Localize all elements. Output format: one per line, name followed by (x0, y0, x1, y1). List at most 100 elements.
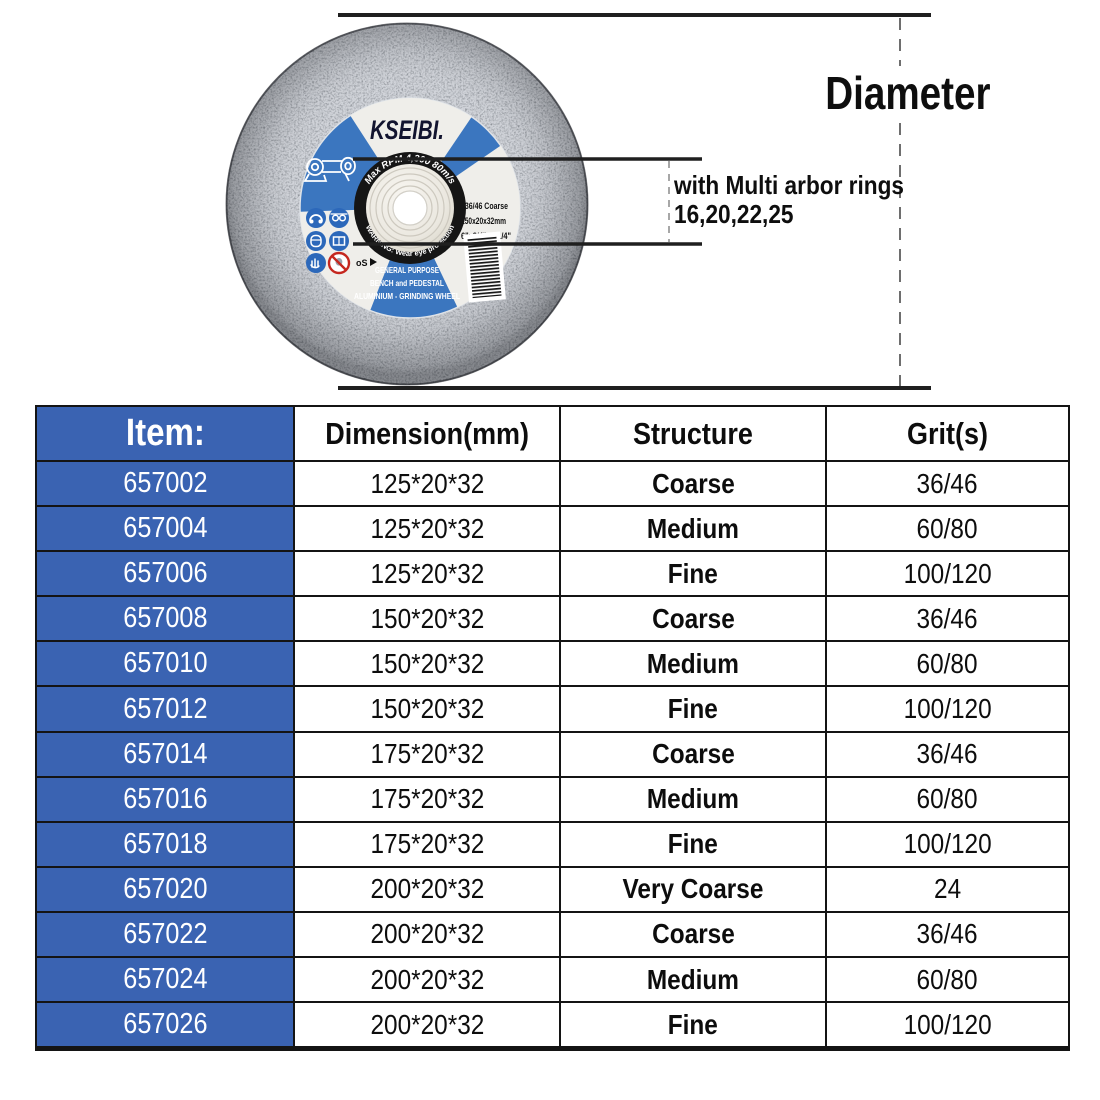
dimension-cell: 125*20*32 (293, 505, 561, 553)
diameter-label: Diameter (821, 66, 991, 120)
grit-cell-text: 60/80 (917, 647, 978, 679)
grit-cell: 60/80 (825, 505, 1070, 553)
item-cell-text: 657008 (122, 602, 208, 635)
label-purpose-text: GENERAL PURPOSE BENCH and PEDESTAL ALUMI… (354, 265, 460, 301)
structure-cell: Coarse (559, 595, 827, 643)
dimension-cell-text: 150*20*32 (370, 602, 484, 634)
spec-line-2: 150x20x32mm (461, 216, 506, 226)
grit-cell-text: 60/80 (917, 963, 978, 995)
item-cell-text: 657014 (122, 737, 208, 770)
structure-cell-text: Medium (646, 963, 740, 995)
table-row: 657024 200*20*32 Medium 60/80 (35, 956, 1070, 1004)
structure-cell-text: Coarse (651, 602, 735, 634)
item-cell: 657004 (35, 505, 295, 553)
dimension-cell-text: 175*20*32 (370, 738, 484, 770)
dimension-cell-text: 200*20*32 (370, 918, 484, 950)
dimension-cell-text: 125*20*32 (370, 467, 484, 499)
item-cell: 657010 (35, 640, 295, 688)
table-row: 657006 125*20*32 Fine 100/120 (35, 550, 1070, 598)
purpose-line-2: BENCH and PEDESTAL (370, 278, 444, 288)
item-cell-text: 657020 (122, 872, 208, 905)
safety-icons-group: oS (306, 208, 377, 275)
arbor-note-line1: with Multi arbor rings (674, 170, 904, 200)
header-structure: Structure (559, 405, 827, 462)
dimension-cell: 175*20*32 (293, 730, 561, 778)
item-cell: 657016 (35, 775, 295, 823)
grit-cell: 100/120 (825, 685, 1070, 733)
spec-line-1: #36/46 Coarse (461, 201, 508, 211)
structure-cell: Fine (559, 550, 827, 598)
dimension-cell-text: 150*20*32 (370, 647, 484, 679)
header-row: Item: Dimension(mm) Structure Grit(s) (35, 405, 1070, 462)
purpose-line-1: GENERAL PURPOSE (375, 265, 439, 275)
cert-mark-text: oS (356, 258, 368, 268)
grit-cell-text: 24 (933, 873, 962, 905)
structure-cell: Fine (559, 1001, 827, 1052)
dimension-cell: 200*20*32 (293, 865, 561, 913)
grit-cell-text: 36/46 (917, 738, 978, 770)
hub-rings (366, 164, 454, 252)
structure-cell: Coarse (559, 730, 827, 778)
structure-cell-text: Coarse (651, 918, 735, 950)
grit-cell: 100/120 (825, 820, 1070, 868)
structure-cell-text: Medium (646, 512, 740, 544)
wheel-disc-edge (225, 22, 589, 386)
header-grit: Grit(s) (825, 405, 1070, 462)
grit-cell-text: 36/46 (917, 918, 978, 950)
grit-cell-text: 60/80 (917, 512, 978, 544)
item-cell-text: 657002 (122, 467, 208, 500)
grit-cell: 36/46 (825, 730, 1070, 778)
arrow-mark-icon (370, 258, 377, 266)
structure-cell: Coarse (559, 459, 827, 508)
table-row: 657002 125*20*32 Coarse 36/46 (35, 459, 1070, 508)
grit-cell: 100/120 (825, 550, 1070, 598)
goggles-icon (329, 208, 349, 228)
dimension-cell-text: 175*20*32 (370, 783, 484, 815)
header-item-text: Item: (125, 412, 205, 454)
table-row: 657020 200*20*32 Very Coarse 24 (35, 865, 1070, 913)
structure-cell: Fine (559, 820, 827, 868)
item-cell: 657006 (35, 550, 295, 598)
item-cell: 657026 (35, 1001, 295, 1052)
item-cell-text: 657012 (122, 692, 208, 725)
structure-cell-text: Fine (667, 557, 719, 589)
item-cell: 657008 (35, 595, 295, 643)
grit-cell: 36/46 (825, 595, 1070, 643)
item-cell: 657012 (35, 685, 295, 733)
grit-cell-text: 36/46 (917, 602, 978, 634)
table-row: 657016 175*20*32 Medium 60/80 (35, 775, 1070, 823)
purpose-line-3: ALUMINIUM - GRINDING WHEEL (354, 291, 460, 301)
dimension-cell-text: 175*20*32 (370, 828, 484, 860)
spec-table-body: 657002 125*20*32 Coarse 36/46 657004 125*20*3… (35, 459, 1070, 1052)
structure-cell: Medium (559, 775, 827, 823)
grit-cell-text: 60/80 (917, 783, 978, 815)
grit-cell: 100/120 (825, 1001, 1070, 1052)
no-wet-grinding-icon (327, 251, 351, 275)
structure-cell: Fine (559, 685, 827, 733)
table-row: 657014 175*20*32 Coarse 36/46 (35, 730, 1070, 778)
arbor-note-line2: 16,20,22,25 (674, 199, 794, 229)
dimension-cell-text: 200*20*32 (370, 1008, 484, 1040)
dimension-cell-text: 125*20*32 (370, 557, 484, 589)
item-cell: 657014 (35, 730, 295, 778)
header-dimension: Dimension(mm) (293, 405, 561, 462)
item-cell: 657002 (35, 459, 295, 508)
item-cell-text: 657022 (122, 917, 208, 950)
table-row: 657026 200*20*32 Fine 100/120 (35, 1001, 1070, 1052)
structure-cell-text: Coarse (651, 467, 735, 499)
grit-cell: 24 (825, 865, 1070, 913)
structure-cell-text: Coarse (651, 738, 735, 770)
structure-cell-text: Fine (667, 693, 719, 725)
table-row: 657012 150*20*32 Fine 100/120 (35, 685, 1070, 733)
dimension-cell: 150*20*32 (293, 640, 561, 688)
table-row: 657008 150*20*32 Coarse 36/46 (35, 595, 1070, 643)
dimension-cell-text: 200*20*32 (370, 873, 484, 905)
barcode (463, 231, 506, 303)
structure-cell-text: Fine (667, 828, 719, 860)
structure-cell-text: Medium (646, 783, 740, 815)
structure-cell-text: Medium (646, 647, 740, 679)
grit-cell: 60/80 (825, 775, 1070, 823)
dimension-cell: 150*20*32 (293, 595, 561, 643)
dimension-cell: 175*20*32 (293, 775, 561, 823)
item-cell-text: 657024 (122, 963, 208, 996)
